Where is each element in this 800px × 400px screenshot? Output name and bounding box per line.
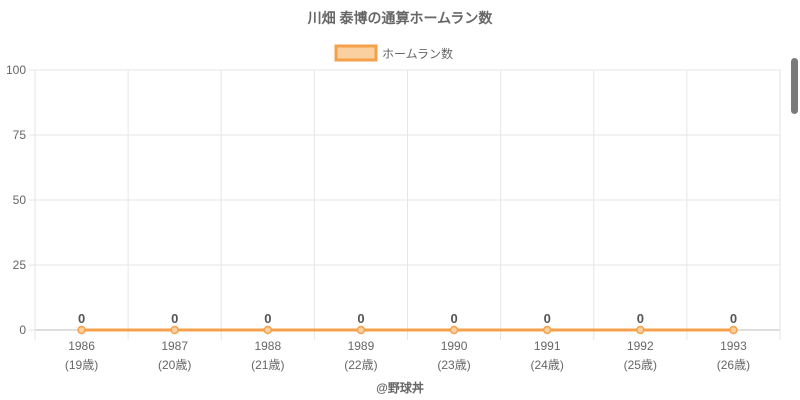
y-tick-label: 75 [13,128,27,142]
scrollbar-thumb[interactable] [791,58,798,114]
x-tick-label: 1986 [68,339,95,353]
x-tick-label: 1989 [348,339,375,353]
data-label: 0 [171,311,178,326]
x-tick-label: 1988 [254,339,281,353]
data-label: 0 [264,311,271,326]
data-label: 0 [544,311,551,326]
x-tick-label: 1990 [441,339,468,353]
data-point[interactable] [170,325,179,335]
y-tick-label: 100 [6,63,26,77]
y-tick-label: 50 [13,193,27,207]
x-tick-label: 1987 [161,339,188,353]
data-point[interactable] [449,325,459,335]
data-point[interactable] [542,325,552,335]
x-tick-sublabel: (24歳) [531,358,564,372]
data-point[interactable] [636,325,645,335]
x-tick-label: 1991 [534,339,561,353]
data-label: 0 [78,311,85,326]
data-label: 0 [357,311,364,326]
chart-title: 川畑 泰博の通算ホームラン数 [307,10,494,26]
data-label: 0 [637,311,644,326]
data-point[interactable] [356,325,366,335]
x-tick-sublabel: (21歳) [251,358,284,372]
x-tick-sublabel: (19歳) [65,358,98,372]
data-point[interactable] [729,325,738,335]
legend-swatch [334,44,378,62]
legend-label: ホームラン数 [382,46,453,61]
y-tick-label: 0 [19,323,26,337]
x-tick-sublabel: (26歳) [717,358,750,372]
x-tick-sublabel: (25歳) [624,358,657,372]
data-point[interactable] [263,325,273,335]
x-tick-label: 1993 [720,339,747,353]
chart-credit: @野球丼 [376,380,424,395]
data-point[interactable] [77,325,86,335]
x-tick-sublabel: (23歳) [437,358,470,372]
x-tick-label: 1992 [627,339,654,353]
data-label: 0 [730,311,737,326]
x-tick-sublabel: (22歳) [344,358,377,372]
y-tick-label: 25 [13,258,27,272]
x-tick-sublabel: (20歳) [158,358,191,372]
data-label: 0 [450,311,457,326]
